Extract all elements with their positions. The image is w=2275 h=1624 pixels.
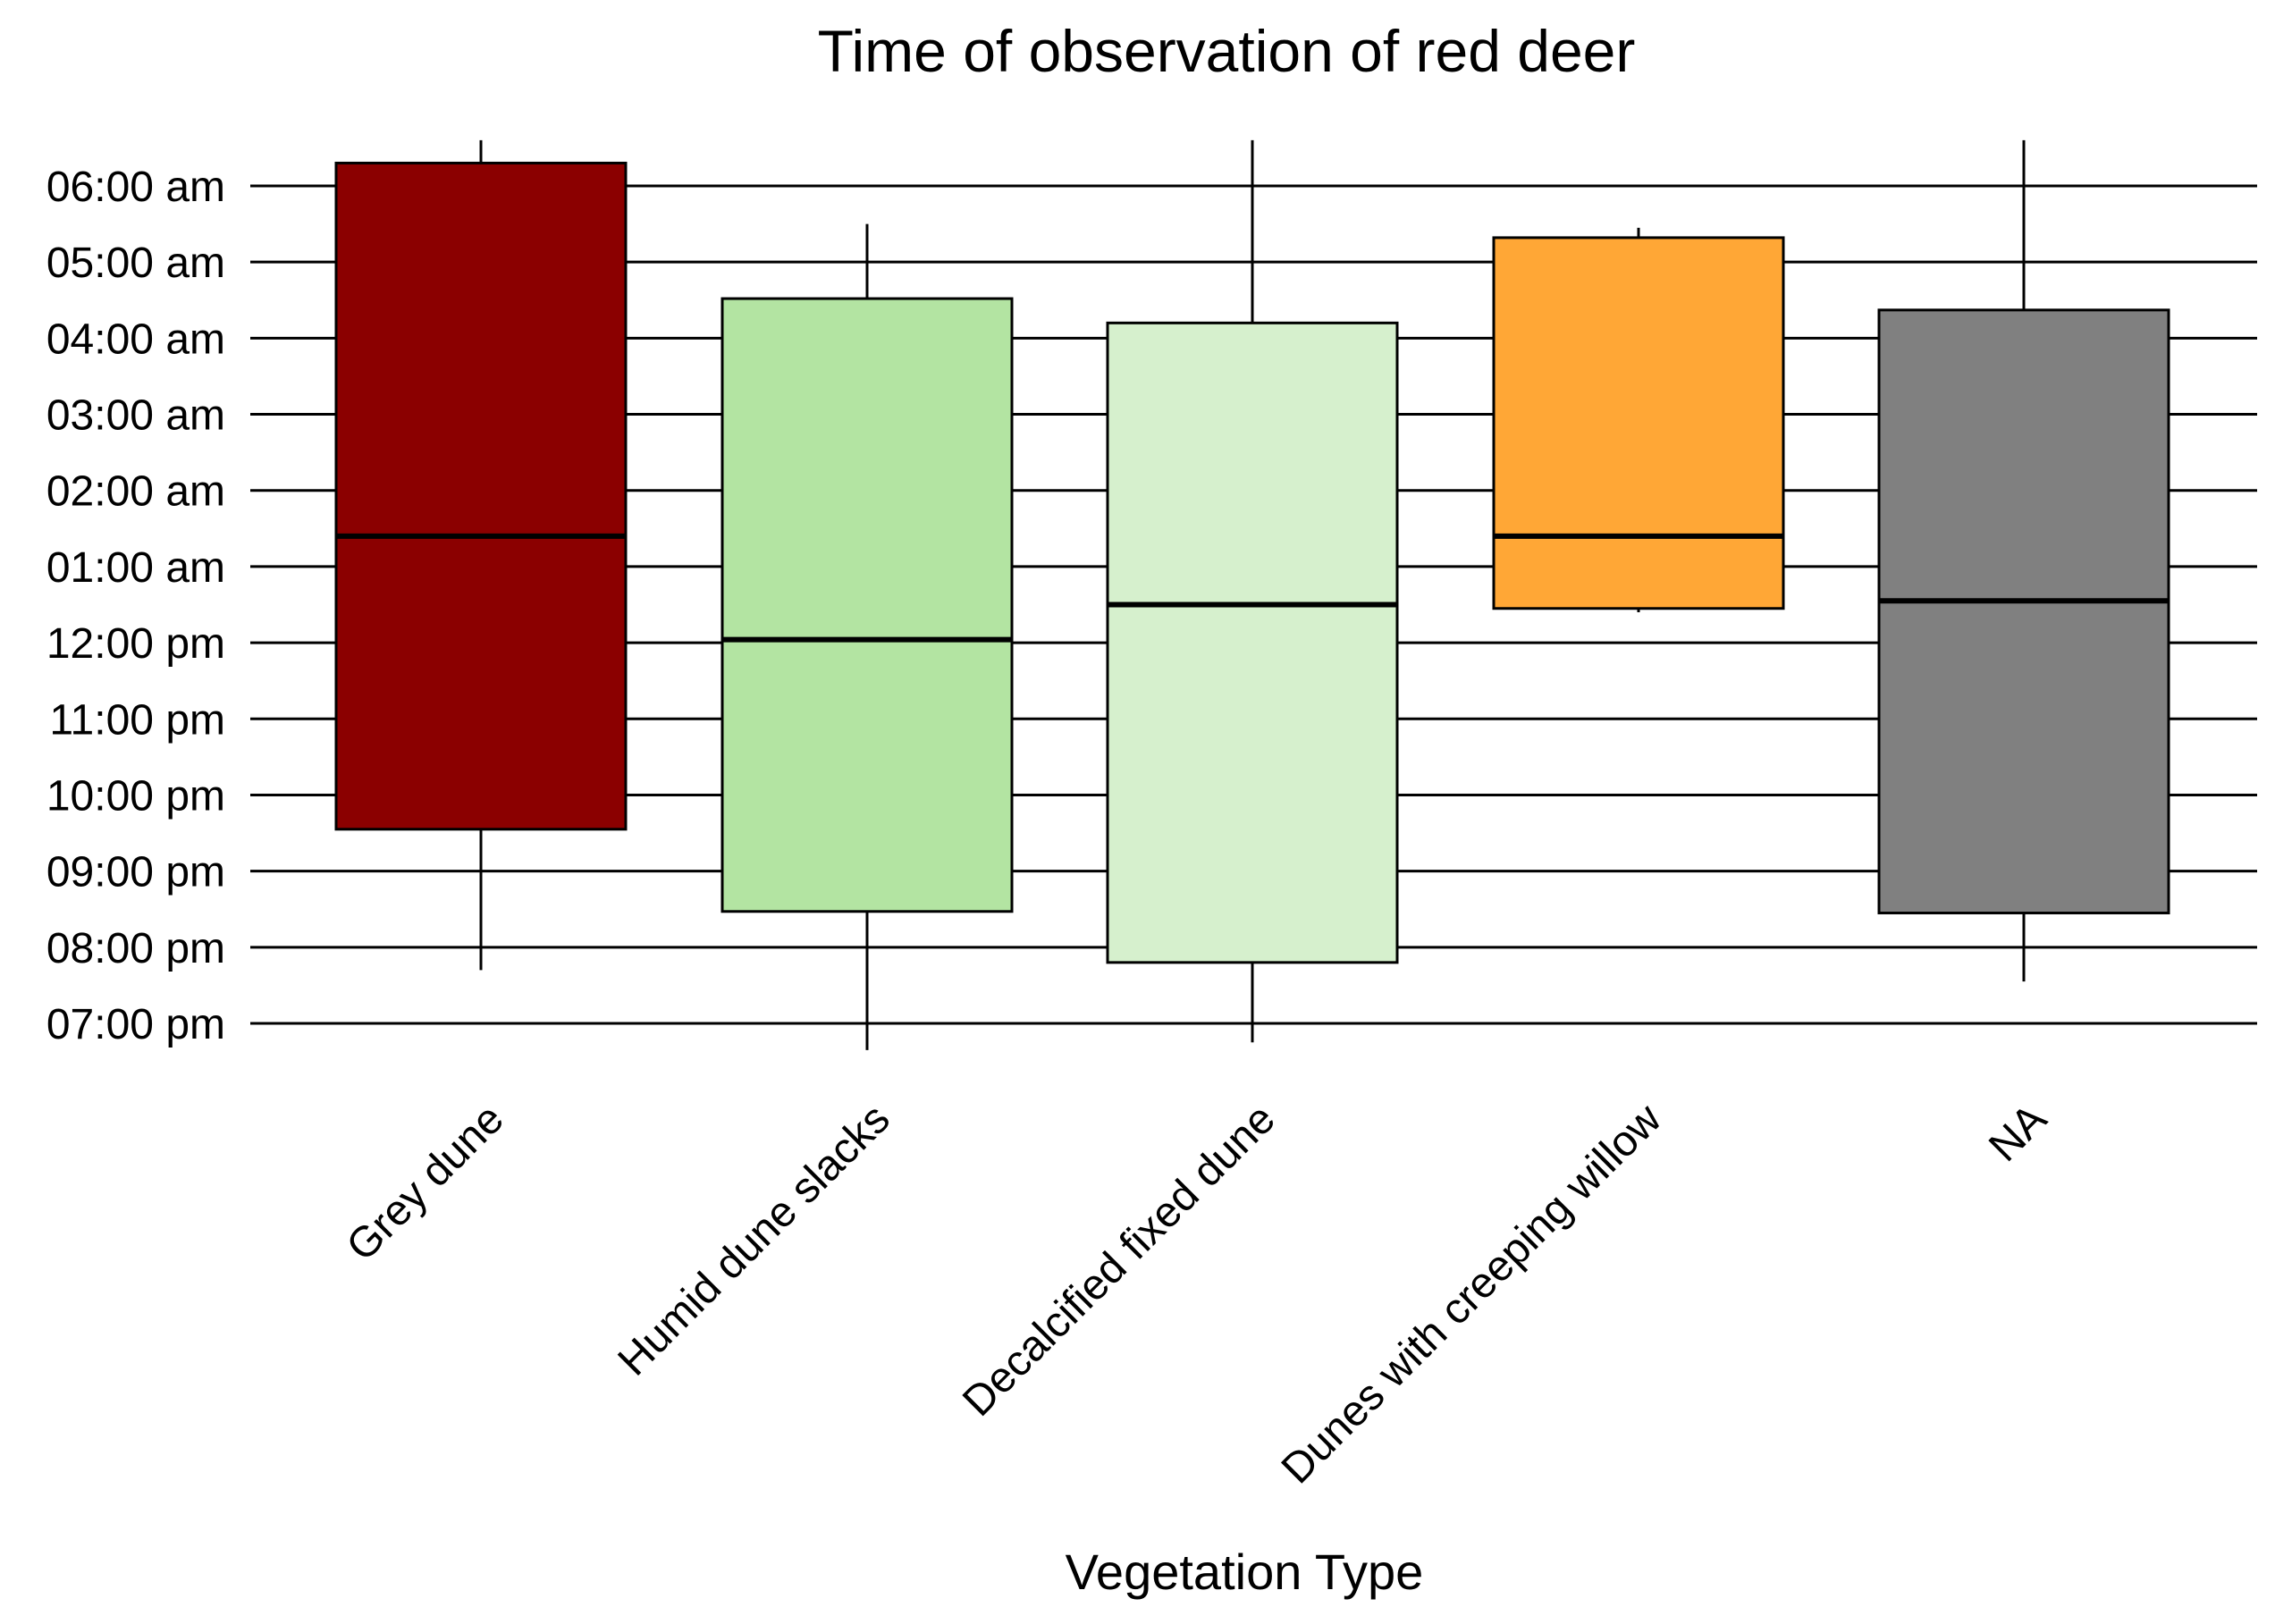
x-tick-label: Grey dune [338, 1095, 513, 1270]
boxes [334, 161, 2170, 964]
whiskers [479, 139, 2026, 1050]
x-axis-title: Vegetation Type [1066, 1544, 1424, 1600]
box [334, 161, 628, 831]
y-tick-label: 04:00 am [46, 316, 225, 363]
y-tick-label: 02:00 am [46, 468, 225, 516]
x-tick-label: Decalcified fixed dune [954, 1095, 1285, 1426]
box [1106, 321, 1399, 964]
box [720, 297, 1014, 913]
x-tick-label: Dunes with creeping willow [1273, 1095, 1671, 1493]
x-tick-label: NA [1980, 1095, 2056, 1171]
y-tick-label: 10:00 pm [46, 772, 225, 820]
y-tick-label: 05:00 am [46, 240, 225, 287]
x-axis-tick-labels: Grey dune Humid dune slacks Decalcified fi… [338, 1095, 2056, 1493]
x-tick-label: Humid dune slacks [610, 1095, 899, 1384]
y-tick-label: 07:00 pm [46, 1001, 225, 1048]
y-tick-label: 09:00 pm [46, 849, 225, 896]
y-tick-label: 01:00 am [46, 544, 225, 592]
y-tick-label: 06:00 am [46, 164, 225, 211]
y-tick-label: 11:00 pm [49, 696, 225, 744]
y-tick-label: 03:00 am [46, 392, 225, 440]
y-tick-label: 12:00 pm [46, 620, 225, 668]
chart-title: Time of observation of red deer [818, 18, 1636, 84]
y-tick-label: 08:00 pm [46, 925, 225, 972]
y-axis-tick-labels: 07:00 pm 08:00 pm 09:00 pm 10:00 pm 11:00 pm… [46, 164, 225, 1048]
box [1877, 308, 2170, 914]
box [1492, 236, 1785, 610]
